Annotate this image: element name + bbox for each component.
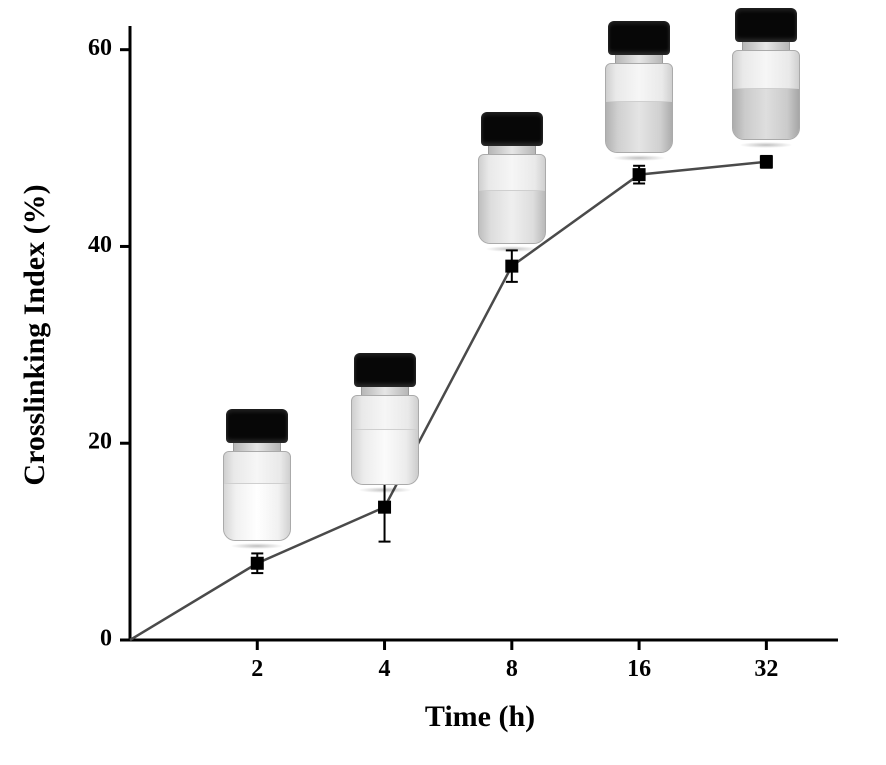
data-marker xyxy=(379,501,391,513)
chart-background xyxy=(0,0,886,765)
data-marker xyxy=(760,156,772,168)
y-tick-label: 40 xyxy=(88,232,112,258)
y-tick-label: 20 xyxy=(88,429,112,455)
data-marker xyxy=(633,169,645,181)
y-tick-label: 60 xyxy=(88,35,112,61)
y-tick-label: 0 xyxy=(100,626,112,652)
x-tick-label: 8 xyxy=(506,656,518,682)
data-marker xyxy=(506,260,518,272)
x-tick-label: 2 xyxy=(251,656,263,682)
x-tick-label: 32 xyxy=(754,656,778,682)
x-tick-label: 16 xyxy=(627,656,651,682)
data-marker xyxy=(251,557,263,569)
x-axis-label: Time (h) xyxy=(425,700,535,733)
y-axis-label: Crosslinking Index (%) xyxy=(18,184,51,485)
x-tick-label: 4 xyxy=(379,656,391,682)
chart-container: 0 20 40 60 2 4 8 16 32 Crosslinking Index (%) Time… xyxy=(0,0,886,765)
chart-svg: 0 20 40 60 2 4 8 16 32 Crosslinking Index (%) Time… xyxy=(0,0,886,765)
